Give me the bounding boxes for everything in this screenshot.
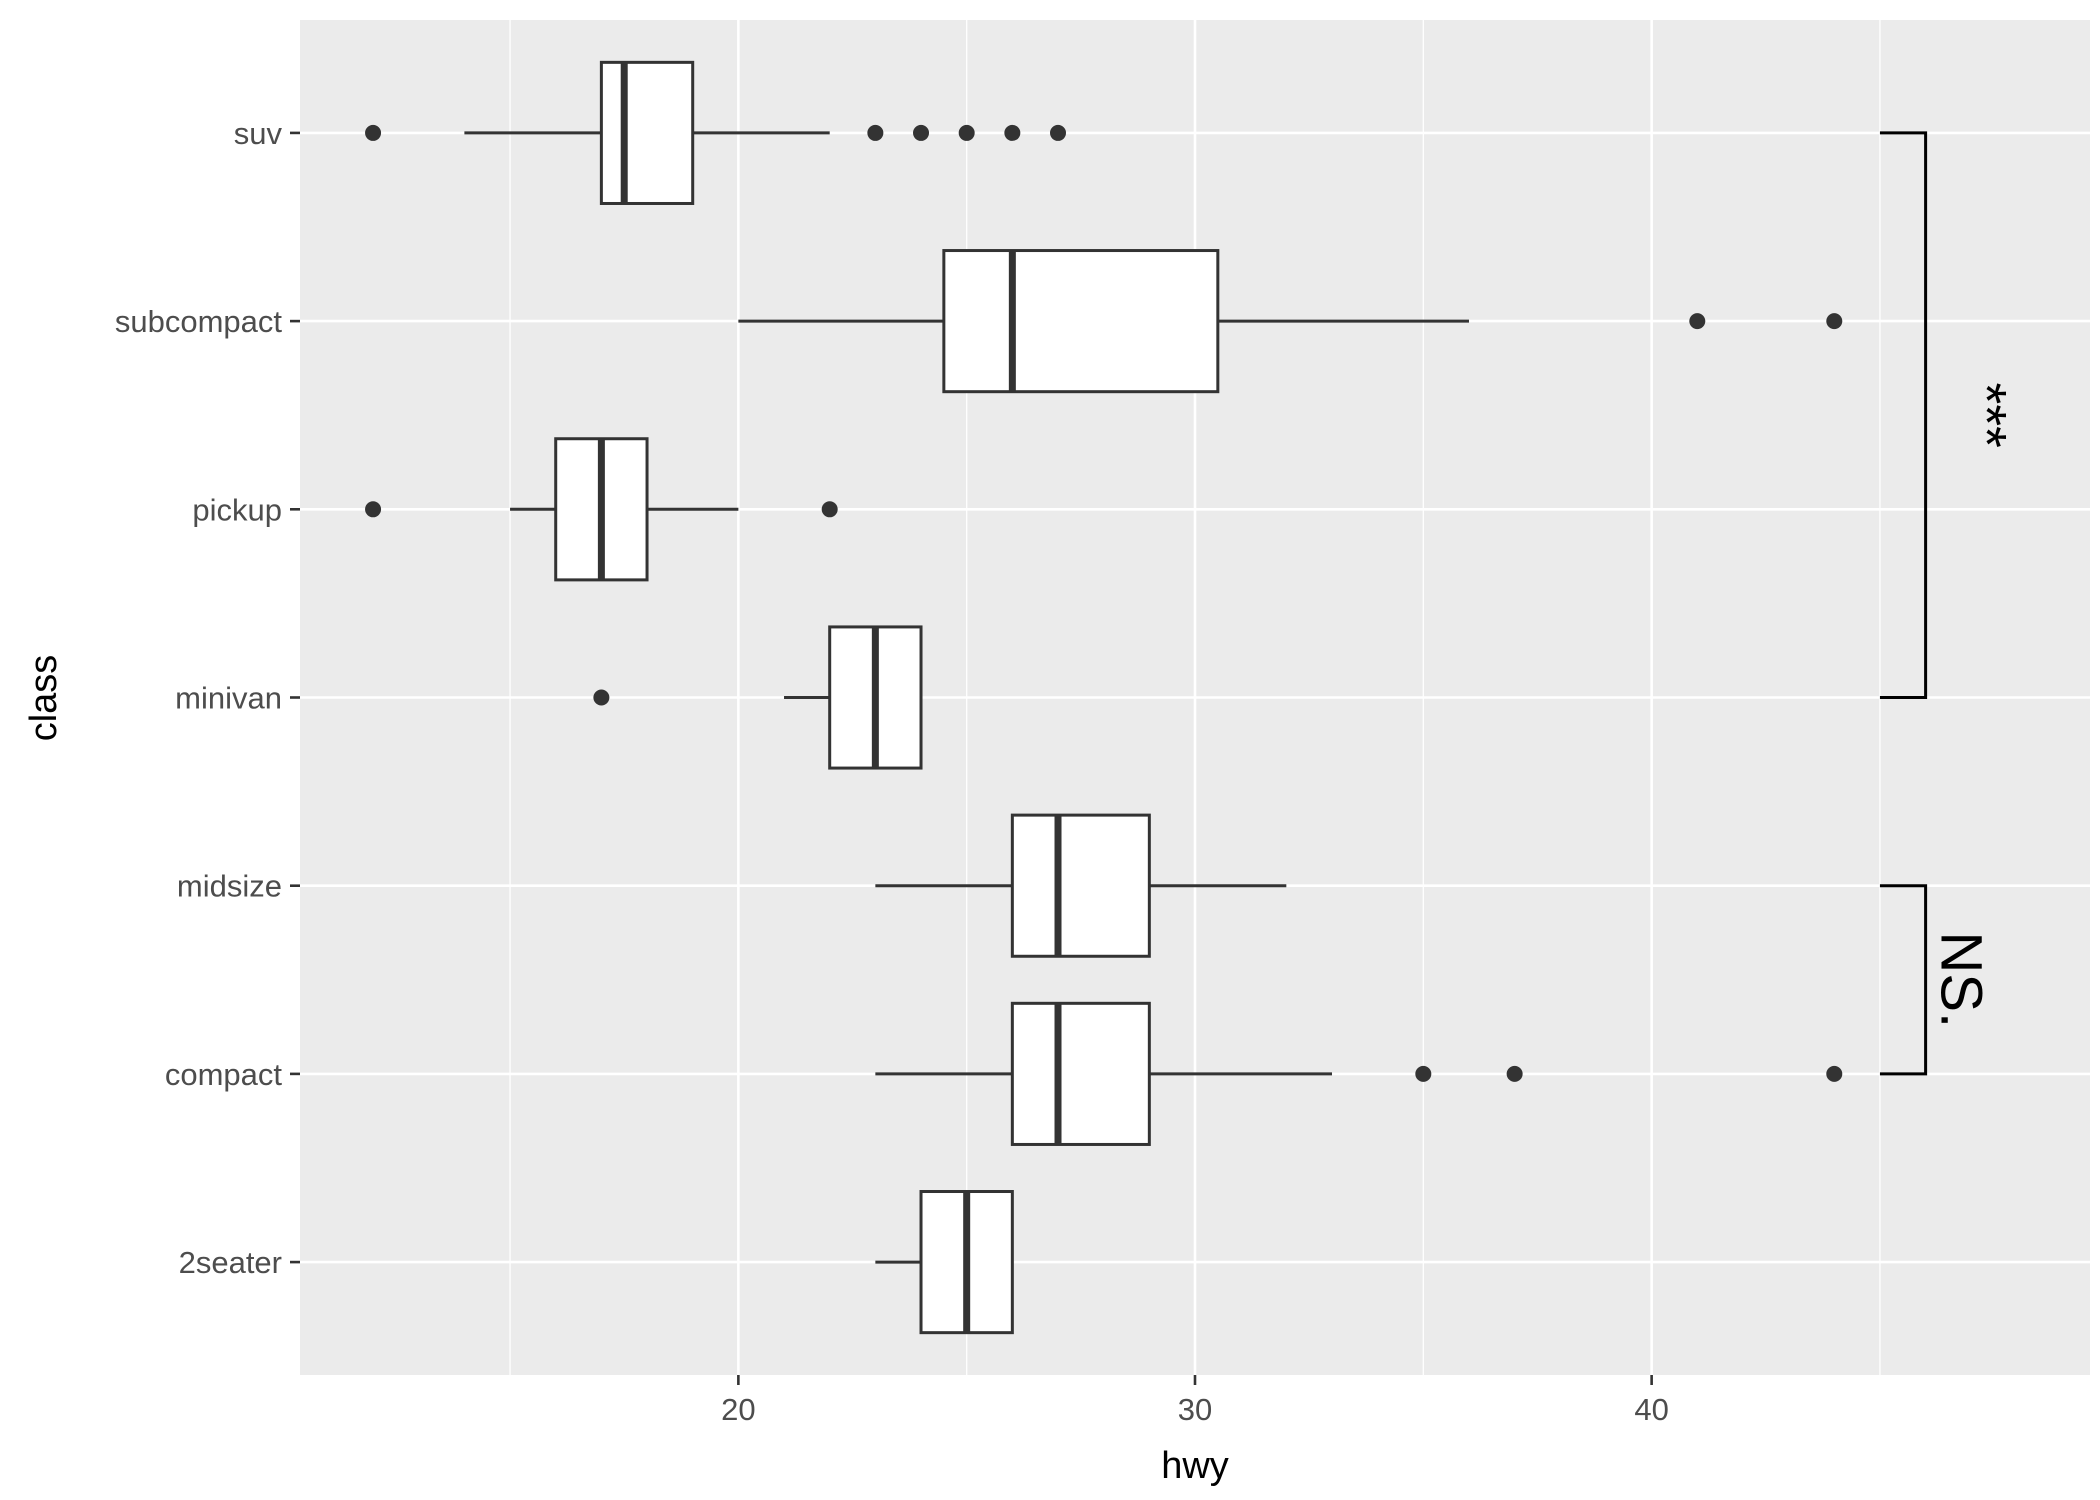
significance-label: *** <box>1956 383 2019 448</box>
box-suv <box>365 60 1067 205</box>
y-tick-label: compact <box>165 1057 283 1092</box>
axes: 20 30 40 suv subcompact pickup minivan midsize c… <box>115 116 1669 1427</box>
box-minivan <box>593 625 923 770</box>
iqr-box <box>599 60 695 205</box>
y-tick-label: subcompact <box>115 304 283 339</box>
x-tick-label: 30 <box>1178 1392 1212 1427</box>
outlier-point <box>1826 1065 1843 1082</box>
iqr-box <box>1010 1001 1151 1146</box>
iqr-box <box>1010 813 1151 958</box>
boxes <box>365 60 1843 1335</box>
y-tick-label: 2seater <box>179 1245 282 1280</box>
box-2seater <box>875 1190 1014 1335</box>
outlier-point <box>1050 124 1067 141</box>
outlier-point <box>1506 1065 1523 1082</box>
y-tick-label: midsize <box>177 869 282 904</box>
significance-label: NS. <box>1929 931 1994 1028</box>
significance-bracket: *** <box>1879 131 2019 699</box>
outlier-point <box>1689 313 1706 330</box>
bracket-line <box>1879 131 1928 699</box>
box-subcompact <box>738 249 1843 394</box>
y-axis-title: class <box>23 655 65 742</box>
box-pickup <box>365 437 838 582</box>
outlier-point <box>365 501 382 518</box>
significance-bracket: NS. <box>1879 884 1994 1076</box>
outlier-point <box>821 501 838 518</box>
x-axis-title: hwy <box>1161 1445 1229 1487</box>
box-compact <box>875 1001 1843 1146</box>
iqr-box <box>942 249 1220 394</box>
x-tick-label: 20 <box>721 1392 755 1427</box>
y-tick-label: pickup <box>192 492 282 527</box>
outlier-point <box>593 689 610 706</box>
x-tick-label: 40 <box>1634 1392 1668 1427</box>
outlier-point <box>913 124 930 141</box>
significance-brackets: *** NS. <box>1879 131 2019 1076</box>
bracket-line <box>1879 884 1928 1076</box>
y-tick-label: minivan <box>175 681 282 716</box>
outlier-point <box>365 124 382 141</box>
outlier-point <box>867 124 884 141</box>
outlier-point <box>1004 124 1021 141</box>
y-tick-label: suv <box>234 116 283 151</box>
box-midsize <box>875 813 1287 958</box>
outlier-point <box>1826 313 1843 330</box>
outlier-point <box>1415 1065 1432 1082</box>
outlier-point <box>958 124 975 141</box>
